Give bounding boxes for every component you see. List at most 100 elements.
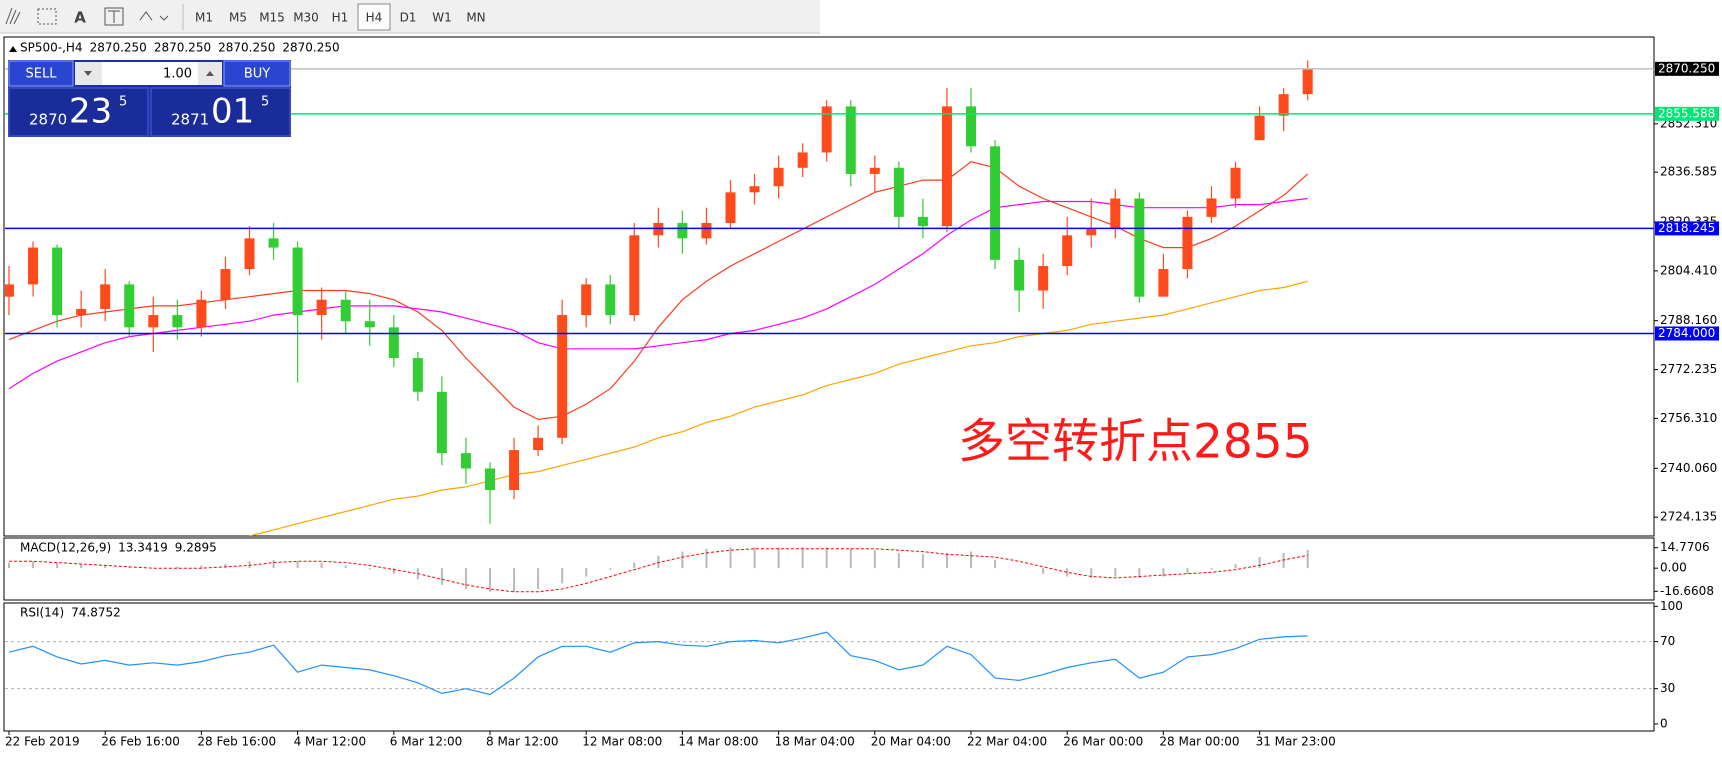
sell-price-point[interactable]: 5 (119, 95, 127, 110)
macd-bar (921, 554, 924, 569)
candle-body (1062, 235, 1073, 266)
candle-body (557, 315, 568, 438)
candle-body (941, 106, 952, 227)
y-tick-label: 0.00 (1660, 561, 1687, 575)
candle-body (292, 247, 303, 316)
timeframe-label[interactable]: W1 (432, 11, 452, 25)
macd-bar (657, 555, 660, 569)
header-value: 2870.250 (218, 41, 275, 55)
price-level-label: 2784.000 (1658, 326, 1715, 340)
candle-body (340, 299, 351, 322)
candle-body (148, 315, 159, 328)
macd-bar (609, 568, 612, 570)
lot-down-arrow[interactable] (84, 71, 92, 76)
macd-bar (1114, 568, 1117, 577)
icon-shapes[interactable] (139, 11, 169, 21)
moving-average (249, 280, 1308, 536)
sell-price-pips[interactable]: 23 (69, 92, 112, 132)
macd-bar (1042, 568, 1045, 574)
candle-body (244, 238, 255, 270)
buy-price-big-figure[interactable]: 2871 (171, 111, 209, 129)
lot-input[interactable] (102, 62, 198, 85)
toolbar (0, 0, 820, 33)
candle-body (100, 284, 111, 309)
candle-body (1158, 269, 1169, 297)
timeframe-label[interactable]: H4 (366, 11, 383, 25)
timeframe-label[interactable]: M5 (229, 11, 247, 25)
macd-bar (32, 561, 35, 569)
timeframe-label[interactable]: M1 (195, 11, 213, 25)
price-level-tag (1655, 106, 1719, 121)
lot-up-arrow[interactable] (206, 71, 214, 76)
price-level-tag (1655, 61, 1719, 76)
plot-layer (5, 631, 1654, 696)
icon-lines[interactable] (5, 7, 21, 25)
icon-grid[interactable] (37, 8, 57, 25)
candle-body (1110, 198, 1121, 230)
header-value: 2870.250 (154, 41, 211, 55)
candle-body (509, 450, 520, 490)
macd-bar (1162, 568, 1165, 577)
sell-label[interactable]: SELL (26, 67, 58, 82)
x-tick-label: 6 Mar 12:00 (390, 735, 463, 749)
candle-body (1038, 265, 1049, 291)
x-tick-label: 26 Feb 16:00 (101, 735, 180, 749)
candle-body (485, 468, 495, 490)
candle-body (725, 192, 736, 224)
y-tick-label: 2836.585 (1660, 165, 1717, 179)
header-value: 2870.250 (90, 41, 147, 55)
macd-bar (1138, 568, 1141, 578)
x-tick-label: 28 Mar 00:00 (1159, 735, 1239, 749)
sell-button[interactable] (8, 60, 74, 87)
timeframe-label[interactable]: D1 (400, 11, 417, 25)
timeframe-label[interactable]: M30 (293, 11, 319, 25)
timeframe-label[interactable]: M15 (259, 11, 285, 25)
candle-body (749, 186, 760, 193)
collapse-icon[interactable] (9, 46, 17, 52)
candle-body (701, 223, 712, 239)
y-tick-label: 2788.160 (1660, 313, 1717, 327)
macd-bar (825, 547, 828, 569)
macd-bar (176, 566, 179, 569)
timeframe-label[interactable]: MN (466, 11, 485, 25)
candle-body (581, 284, 592, 316)
y-tick-label: 14.7706 (1660, 540, 1710, 554)
macd-bar (970, 551, 972, 569)
timeframe-label[interactable]: H1 (332, 11, 349, 25)
macd-bar (56, 562, 59, 569)
macd-bar (849, 548, 852, 569)
sell-price-big-figure[interactable]: 2870 (29, 111, 67, 129)
macd-bar (801, 547, 804, 569)
x-tick-label: 20 Mar 04:00 (871, 735, 951, 749)
buy-button[interactable] (223, 60, 291, 87)
macd-bar (1210, 568, 1213, 570)
buy-price-point[interactable]: 5 (261, 95, 269, 110)
buy-label[interactable]: BUY (244, 67, 270, 82)
candle-body (677, 223, 688, 239)
price-level-label: 2818.245 (1658, 221, 1715, 235)
buy-price-pips[interactable]: 01 (211, 92, 254, 132)
candle-body (605, 284, 616, 316)
x-tick-label: 22 Mar 04:00 (967, 735, 1047, 749)
lot-value[interactable]: 1.00 (163, 67, 192, 82)
candle-body (1014, 259, 1025, 291)
y-tick-label: -16.6608 (1660, 584, 1714, 598)
candle-body (869, 167, 880, 174)
sell-price-box[interactable] (8, 87, 149, 137)
header-value: 2870.250 (282, 41, 339, 55)
macd-bar (897, 552, 900, 569)
macd-bar (224, 564, 227, 569)
text-tool[interactable]: A (74, 9, 86, 27)
icon-t[interactable] (108, 10, 120, 23)
macd-bar (1282, 552, 1285, 569)
macd-bar (1066, 568, 1069, 577)
candle-body (124, 284, 135, 328)
buy-price-box[interactable] (150, 87, 291, 137)
macd-bar (1258, 557, 1261, 569)
icon-textbox[interactable] (104, 7, 124, 26)
y-tick-label: 0 (1660, 716, 1668, 730)
candle-body (1206, 198, 1217, 217)
macd-bar (320, 562, 323, 569)
x-tick-label: 28 Feb 16:00 (197, 735, 276, 749)
timeframe-button[interactable] (357, 3, 391, 31)
